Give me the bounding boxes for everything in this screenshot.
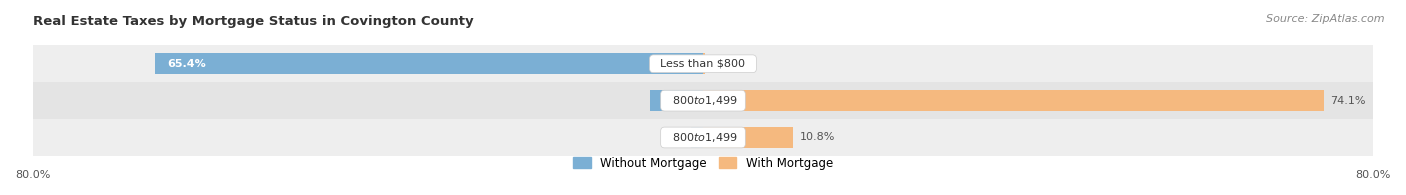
Bar — [32, 119, 1374, 156]
Legend: Without Mortgage, With Mortgage: Without Mortgage, With Mortgage — [574, 157, 832, 170]
Text: 6.3%: 6.3% — [662, 96, 693, 106]
Text: 1.4%: 1.4% — [704, 132, 735, 143]
Text: 0.25%: 0.25% — [711, 59, 747, 69]
Bar — [155, 53, 703, 74]
Text: Less than $800: Less than $800 — [654, 59, 752, 69]
Text: 65.4%: 65.4% — [167, 59, 207, 69]
Text: 74.1%: 74.1% — [1330, 96, 1367, 106]
Text: 10.8%: 10.8% — [800, 132, 835, 143]
Text: Source: ZipAtlas.com: Source: ZipAtlas.com — [1267, 14, 1385, 24]
Bar — [650, 90, 703, 111]
Text: Real Estate Taxes by Mortgage Status in Covington County: Real Estate Taxes by Mortgage Status in … — [32, 15, 474, 28]
Bar — [32, 82, 1374, 119]
Text: $800 to $1,499: $800 to $1,499 — [665, 131, 741, 144]
Bar — [32, 45, 1374, 82]
Bar — [703, 127, 793, 148]
Bar — [703, 90, 1324, 111]
Text: $800 to $1,499: $800 to $1,499 — [665, 94, 741, 107]
Bar — [703, 53, 704, 74]
Bar — [692, 127, 703, 148]
